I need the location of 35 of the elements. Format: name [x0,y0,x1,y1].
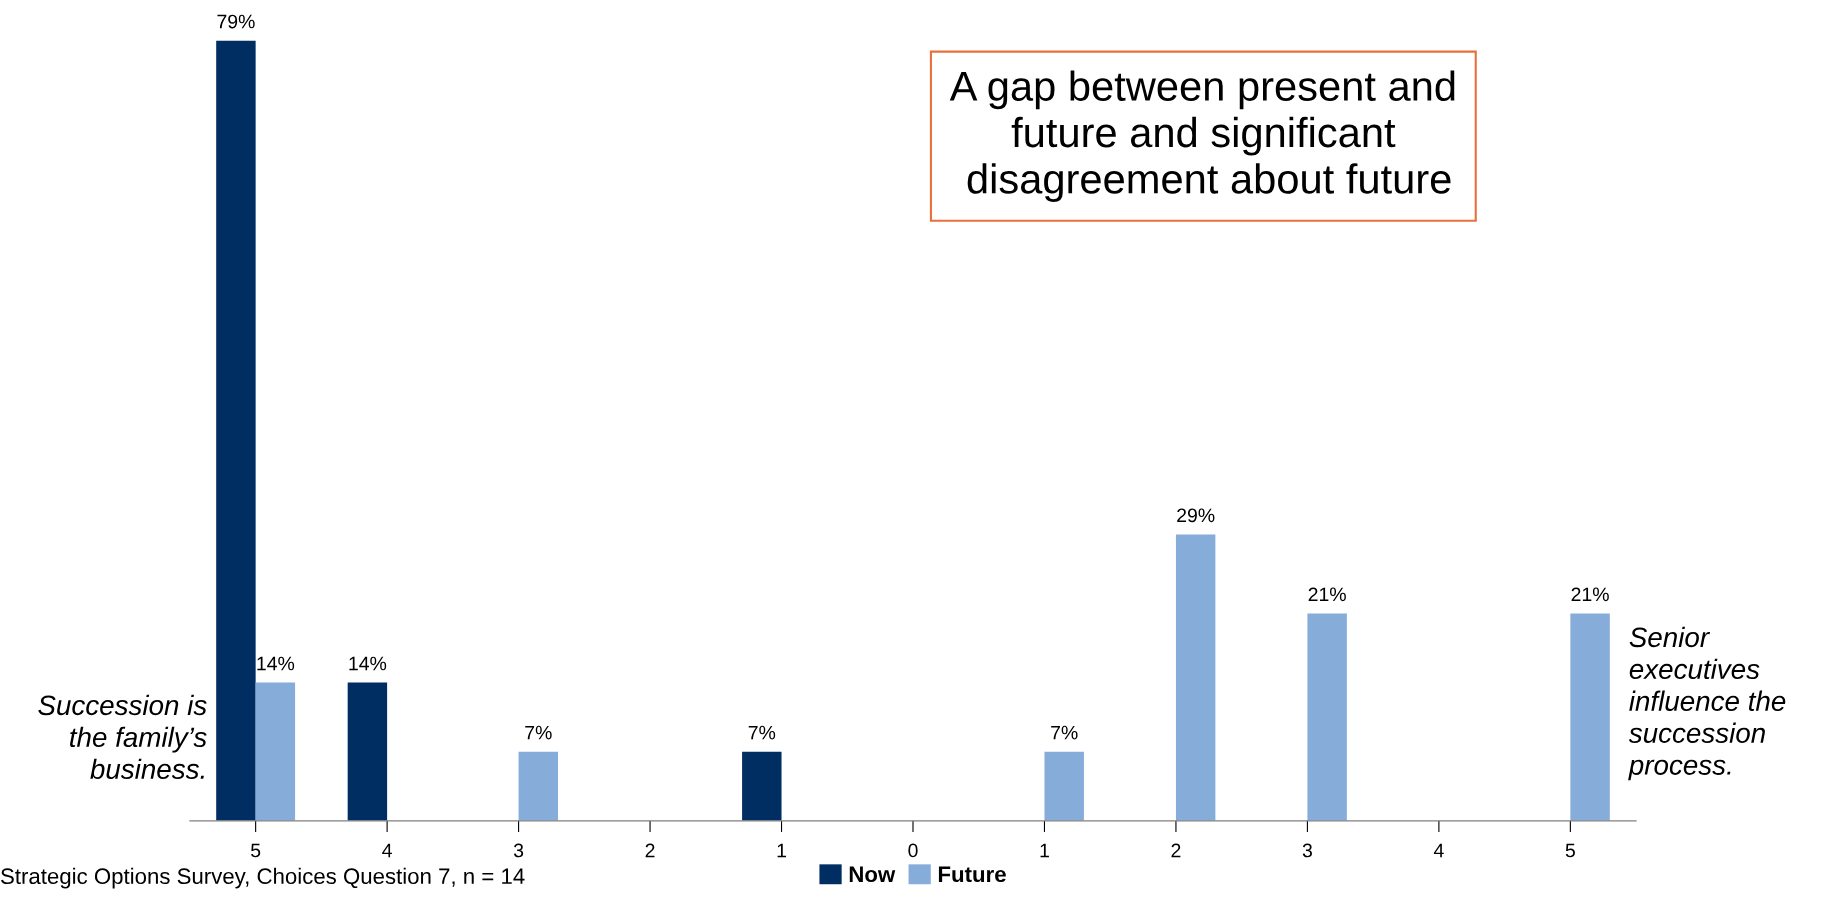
data-label: 21% [1308,587,1346,602]
legend-label: Now [849,866,896,883]
x-tick-label: 3 [1302,843,1312,858]
bar [518,751,559,821]
x-tick-label: 2 [645,843,655,858]
data-label: 7% [1051,725,1078,740]
text: A gap between present and future and significant disagreement about future [949,70,1455,203]
x-tick-label: 4 [382,843,392,858]
bar [216,40,256,821]
legend-label: Future [938,866,1006,883]
bar [742,751,782,821]
data-label: 21% [1571,587,1609,602]
x-tick-label: 5 [251,843,261,858]
bar [1570,613,1610,821]
x-tick-label: 0 [908,843,918,858]
x-tick-label: 3 [513,843,524,858]
annotation: Senior executives influence the succession process. [1628,626,1786,781]
x-tick-label: 4 [1433,843,1444,858]
data-label: 79% [217,14,255,29]
x-tick-label: 1 [1040,843,1049,858]
x-tick-label: 1 [777,843,786,858]
bar [347,682,388,821]
data-label: 29% [1177,508,1215,523]
data-label: 14% [349,656,387,671]
bar [255,682,296,821]
data-label: 14% [257,656,295,671]
annotation: Succession is the family’s business. [38,694,207,780]
data-label: 7% [525,725,552,740]
bar [1175,534,1216,821]
data-label: 7% [748,725,776,740]
x-tick-label: 5 [1565,843,1575,858]
bar [1044,751,1084,821]
text: Strategic Options Survey, Choices Question 7, n = 14 [1,867,525,889]
x-tick-label: 2 [1171,843,1181,858]
bar [1307,613,1347,821]
